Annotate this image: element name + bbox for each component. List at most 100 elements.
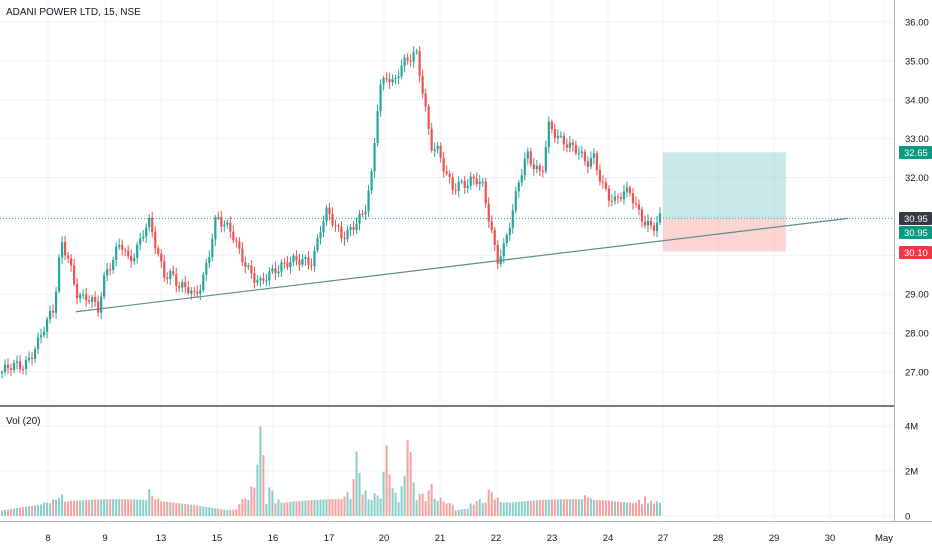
candle <box>45 316 49 339</box>
candle <box>529 147 532 168</box>
pane-separator[interactable] <box>0 405 894 407</box>
volume-bar <box>613 501 616 516</box>
candle <box>205 258 208 281</box>
volume-bar <box>295 501 298 516</box>
volume-bar <box>58 498 61 516</box>
volume-bar <box>163 501 166 516</box>
volume-bar <box>217 508 220 516</box>
candle <box>331 207 334 228</box>
volume-bar <box>325 499 328 516</box>
candle <box>172 265 175 277</box>
target-zone[interactable] <box>663 152 786 219</box>
candle <box>622 185 626 205</box>
volume-tick: 4M <box>905 422 918 433</box>
volume-bar <box>508 502 511 516</box>
candle <box>151 211 154 238</box>
volume-bar <box>169 502 172 516</box>
candle <box>217 211 220 221</box>
candle <box>85 287 88 307</box>
last-price-badge: 30.95 <box>899 212 932 225</box>
volume-tick: 2M <box>905 467 918 478</box>
price-axis[interactable]: 36.0035.0034.0033.0032.0031.0030.0029.00… <box>905 18 929 379</box>
candle <box>430 122 433 153</box>
price-tick: 34.00 <box>905 95 929 106</box>
candle <box>343 231 346 246</box>
volume-bar <box>493 499 496 516</box>
candle <box>136 241 139 264</box>
candle <box>121 239 124 256</box>
candle <box>526 147 529 165</box>
candle <box>442 151 445 178</box>
entry-badge: 30.95 <box>899 226 932 239</box>
candle <box>610 194 614 207</box>
candle <box>175 267 178 293</box>
time-axis[interactable]: 8 9 13 15 16 17 20 21 22 23 24 27 28 29 30 May <box>45 533 893 544</box>
volume-tick: 0 <box>905 512 910 523</box>
volume-bar <box>112 499 115 516</box>
volume-bar <box>427 490 430 516</box>
candle <box>631 187 635 210</box>
candle <box>241 242 244 266</box>
volume-bar <box>115 499 118 516</box>
candle <box>63 235 67 261</box>
candle <box>418 46 421 83</box>
volume-bar <box>433 498 436 516</box>
candle <box>337 223 340 232</box>
volume-bar <box>334 499 337 516</box>
volume-bar <box>247 500 250 516</box>
volume-bar <box>148 489 151 516</box>
volume-bar <box>634 502 637 516</box>
volume-bar <box>262 455 265 516</box>
candle <box>316 234 319 253</box>
candle <box>637 199 641 216</box>
candle <box>292 253 295 267</box>
candle <box>88 295 91 305</box>
volume-label: Vol (20) <box>6 416 40 427</box>
time-tick: 28 <box>713 533 724 544</box>
volume-bar <box>142 499 145 516</box>
candle <box>325 204 328 226</box>
volume-bar <box>88 499 91 516</box>
candle <box>226 219 229 229</box>
volume-bar <box>526 500 529 516</box>
candle <box>355 217 358 234</box>
candle <box>616 193 620 204</box>
candle <box>202 271 205 293</box>
time-tick: 24 <box>603 533 614 544</box>
volume-bar <box>385 445 388 516</box>
candle <box>12 359 16 374</box>
time-tick: 22 <box>491 533 502 544</box>
candle <box>115 242 118 267</box>
volume-bar <box>424 501 427 516</box>
candle <box>18 355 22 373</box>
volume-bar <box>436 500 439 516</box>
candle <box>655 216 659 238</box>
candle <box>403 54 406 73</box>
stop-zone[interactable] <box>663 218 786 252</box>
volume-bar <box>85 500 88 516</box>
candle <box>499 249 502 268</box>
candle <box>21 365 25 375</box>
volume-bar <box>265 503 268 516</box>
volume-bar <box>379 498 382 516</box>
volume-bar <box>421 493 424 516</box>
target-label: 32.65 <box>904 148 928 159</box>
volume-bar <box>322 499 325 516</box>
candle <box>658 207 662 226</box>
volume-bar <box>604 500 607 516</box>
candle <box>289 256 292 274</box>
candle <box>544 140 547 174</box>
candle <box>118 238 121 251</box>
volume-bar <box>571 499 574 516</box>
volume-bar <box>544 499 547 516</box>
candle <box>286 255 289 270</box>
candle <box>604 178 608 192</box>
volume-bar <box>46 502 49 516</box>
time-tick: 8 <box>45 533 50 544</box>
candle <box>79 292 82 304</box>
volume-axis[interactable]: 4M 2M 0 <box>905 422 918 523</box>
volume-bar <box>457 509 460 516</box>
candle <box>598 164 602 186</box>
volume-bar <box>259 426 262 516</box>
candle <box>124 247 127 257</box>
